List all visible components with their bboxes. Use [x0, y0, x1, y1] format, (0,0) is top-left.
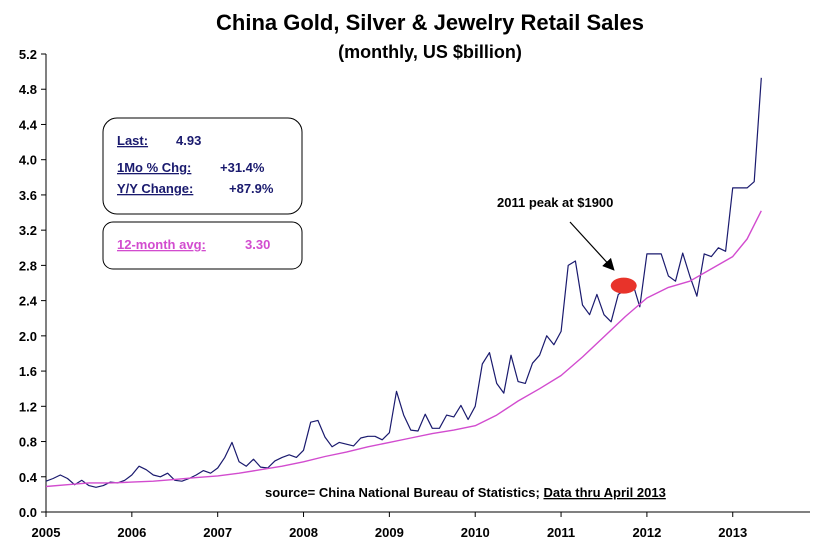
x-tick-label: 2009 [375, 525, 404, 540]
peak-annotation: 2011 peak at $1900 [497, 195, 613, 210]
series-layer [45, 77, 762, 488]
x-tick-label: 2006 [117, 525, 146, 540]
one-month-change-value: +31.4% [220, 160, 265, 175]
y-tick-label: 2.4 [19, 294, 38, 309]
x-tick-label: 2010 [461, 525, 490, 540]
y-tick-label: 3.2 [19, 223, 37, 238]
year-over-year-value: +87.9% [229, 181, 274, 196]
y-tick-label: 1.6 [19, 364, 37, 379]
y-tick-label: 0.8 [19, 435, 37, 450]
average-value: 3.30 [245, 237, 270, 252]
last-value: 4.93 [176, 133, 201, 148]
y-tick-label: 4.0 [19, 153, 37, 168]
y-tick-label: 4.8 [19, 82, 37, 97]
y-tick-label: 1.2 [19, 399, 37, 414]
x-tick-label: 2007 [203, 525, 232, 540]
source-text: source= China National Bureau of Statist… [265, 485, 543, 500]
x-tick-label: 2013 [718, 525, 747, 540]
chart-subtitle: (monthly, US $billion) [338, 42, 522, 62]
y-tick-label: 2.0 [19, 329, 37, 344]
average-label: 12-month avg: [117, 237, 206, 252]
y-tick-label: 5.2 [19, 47, 37, 62]
x-axis-ticks: 2005 2006 2007 2008 2009 2010 2011 2012 2013 [32, 512, 747, 540]
y-tick-label: 0.0 [19, 505, 37, 520]
y-tick-label: 2.8 [19, 258, 37, 273]
x-tick-label: 2012 [632, 525, 661, 540]
y-tick-label: 3.6 [19, 188, 37, 203]
peak-arrow [569, 221, 615, 271]
stats-box: Last: 4.93 1Mo % Chg: +31.4% Y/Y Change:… [102, 117, 303, 215]
y-tick-label: 4.4 [19, 117, 38, 132]
data-through-link: Data thru April 2013 [543, 485, 665, 500]
y-tick-label: 0.4 [19, 470, 38, 485]
twelve-month-average-line [45, 210, 762, 488]
average-box: 12-month avg: 3.30 [102, 221, 303, 270]
chart-title: China Gold, Silver & Jewelry Retail Sale… [216, 10, 644, 35]
source-note: source= China National Bureau of Statist… [265, 485, 666, 500]
x-tick-label: 2008 [289, 525, 318, 540]
y-axis-ticks: 0.0 0.4 0.8 1.2 1.6 2.0 2.4 2.8 3.2 3.6 4.0 4.4 4.8 5… [19, 47, 46, 520]
x-tick-label: 2005 [32, 525, 61, 540]
one-month-change-label: 1Mo % Chg: [117, 160, 191, 175]
year-over-year-label: Y/Y Change: [117, 181, 193, 196]
monthly-sales-line [45, 77, 762, 488]
last-label: Last: [117, 133, 148, 148]
peak-marker [610, 277, 637, 294]
x-tick-label: 2011 [547, 525, 575, 540]
